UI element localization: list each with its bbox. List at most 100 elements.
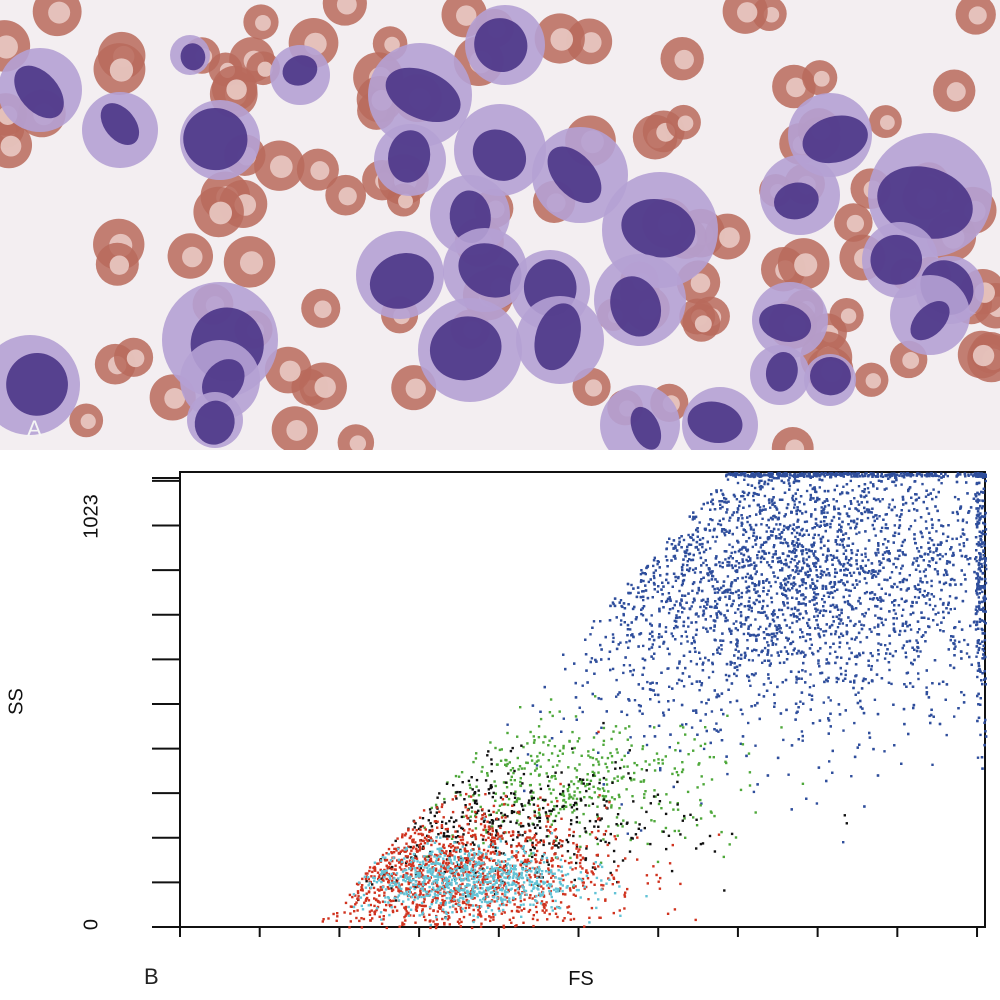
data-point [941, 603, 945, 606]
data-point [691, 533, 695, 536]
data-point [940, 524, 943, 527]
data-point [916, 645, 919, 649]
data-point [932, 543, 936, 547]
data-point [704, 618, 707, 621]
data-point [849, 526, 852, 530]
data-point [644, 589, 648, 592]
white-blood-cell [0, 335, 80, 435]
data-point [773, 544, 776, 547]
data-point [783, 618, 787, 622]
red-blood-cell [771, 427, 814, 450]
data-point [806, 564, 809, 567]
data-point [898, 515, 902, 518]
data-point [871, 523, 874, 527]
data-point [801, 553, 804, 556]
data-point [816, 614, 819, 618]
data-point [924, 631, 927, 634]
data-point [891, 498, 894, 502]
data-point [644, 584, 647, 587]
data-point [888, 668, 891, 672]
data-point [808, 633, 812, 636]
data-point [782, 528, 785, 531]
data-point [852, 571, 856, 574]
data-point [850, 475, 853, 478]
data-point [589, 633, 592, 636]
data-point [870, 679, 874, 682]
data-point [871, 598, 875, 601]
data-point [796, 506, 799, 509]
data-point [831, 558, 834, 561]
data-point [763, 637, 766, 640]
red-blood-cell [534, 13, 585, 64]
data-point [685, 548, 689, 552]
data-point [795, 541, 798, 544]
data-point [835, 615, 838, 618]
data-point [665, 573, 669, 576]
data-point [977, 563, 980, 566]
data-point [810, 543, 813, 547]
data-point [705, 702, 708, 705]
data-point [665, 559, 669, 562]
data-point [686, 568, 689, 571]
data-point [694, 546, 697, 549]
data-point [704, 656, 707, 660]
data-point [937, 478, 941, 482]
data-point [801, 631, 804, 634]
data-point [531, 704, 535, 707]
data-point [838, 560, 841, 564]
data-point [847, 589, 850, 592]
red-blood-cell [296, 148, 339, 191]
data-point [685, 635, 689, 638]
data-point [790, 808, 793, 811]
data-point [838, 528, 841, 532]
data-point [983, 587, 986, 590]
data-point [631, 673, 634, 677]
data-point [852, 608, 855, 611]
data-point [688, 567, 692, 570]
data-point [743, 564, 746, 568]
data-point [904, 655, 908, 659]
data-point [919, 473, 923, 476]
data-point [854, 525, 858, 528]
data-point [726, 478, 730, 481]
data-point [877, 544, 880, 547]
data-point [844, 673, 847, 677]
data-point [681, 574, 685, 577]
data-point [932, 595, 936, 598]
data-point [847, 602, 850, 606]
data-point [860, 553, 863, 556]
data-point [831, 563, 834, 566]
data-point [798, 474, 802, 477]
data-point [688, 607, 691, 610]
data-point [804, 582, 807, 585]
data-point [776, 756, 780, 760]
data-point [776, 576, 780, 579]
data-point [652, 581, 656, 585]
data-point [923, 589, 926, 593]
data-point [750, 606, 753, 610]
data-point [778, 498, 782, 501]
data-point [870, 562, 874, 565]
data-point [969, 557, 972, 560]
data-point [796, 616, 799, 619]
data-point [955, 474, 958, 478]
data-point [876, 605, 879, 608]
data-point [913, 480, 917, 483]
data-point [629, 736, 632, 739]
data-point [620, 803, 623, 806]
data-point [778, 661, 782, 665]
data-point [694, 567, 697, 570]
data-point [843, 600, 847, 604]
data-point [858, 571, 861, 574]
data-point [744, 616, 748, 619]
data-point [940, 482, 943, 485]
data-point [642, 590, 645, 593]
data-point [766, 593, 769, 596]
data-point [740, 524, 743, 527]
data-point [746, 604, 750, 608]
data-point [905, 620, 908, 624]
data-point [858, 620, 861, 623]
data-point [767, 478, 771, 482]
data-point [748, 523, 752, 527]
data-point [902, 644, 906, 647]
